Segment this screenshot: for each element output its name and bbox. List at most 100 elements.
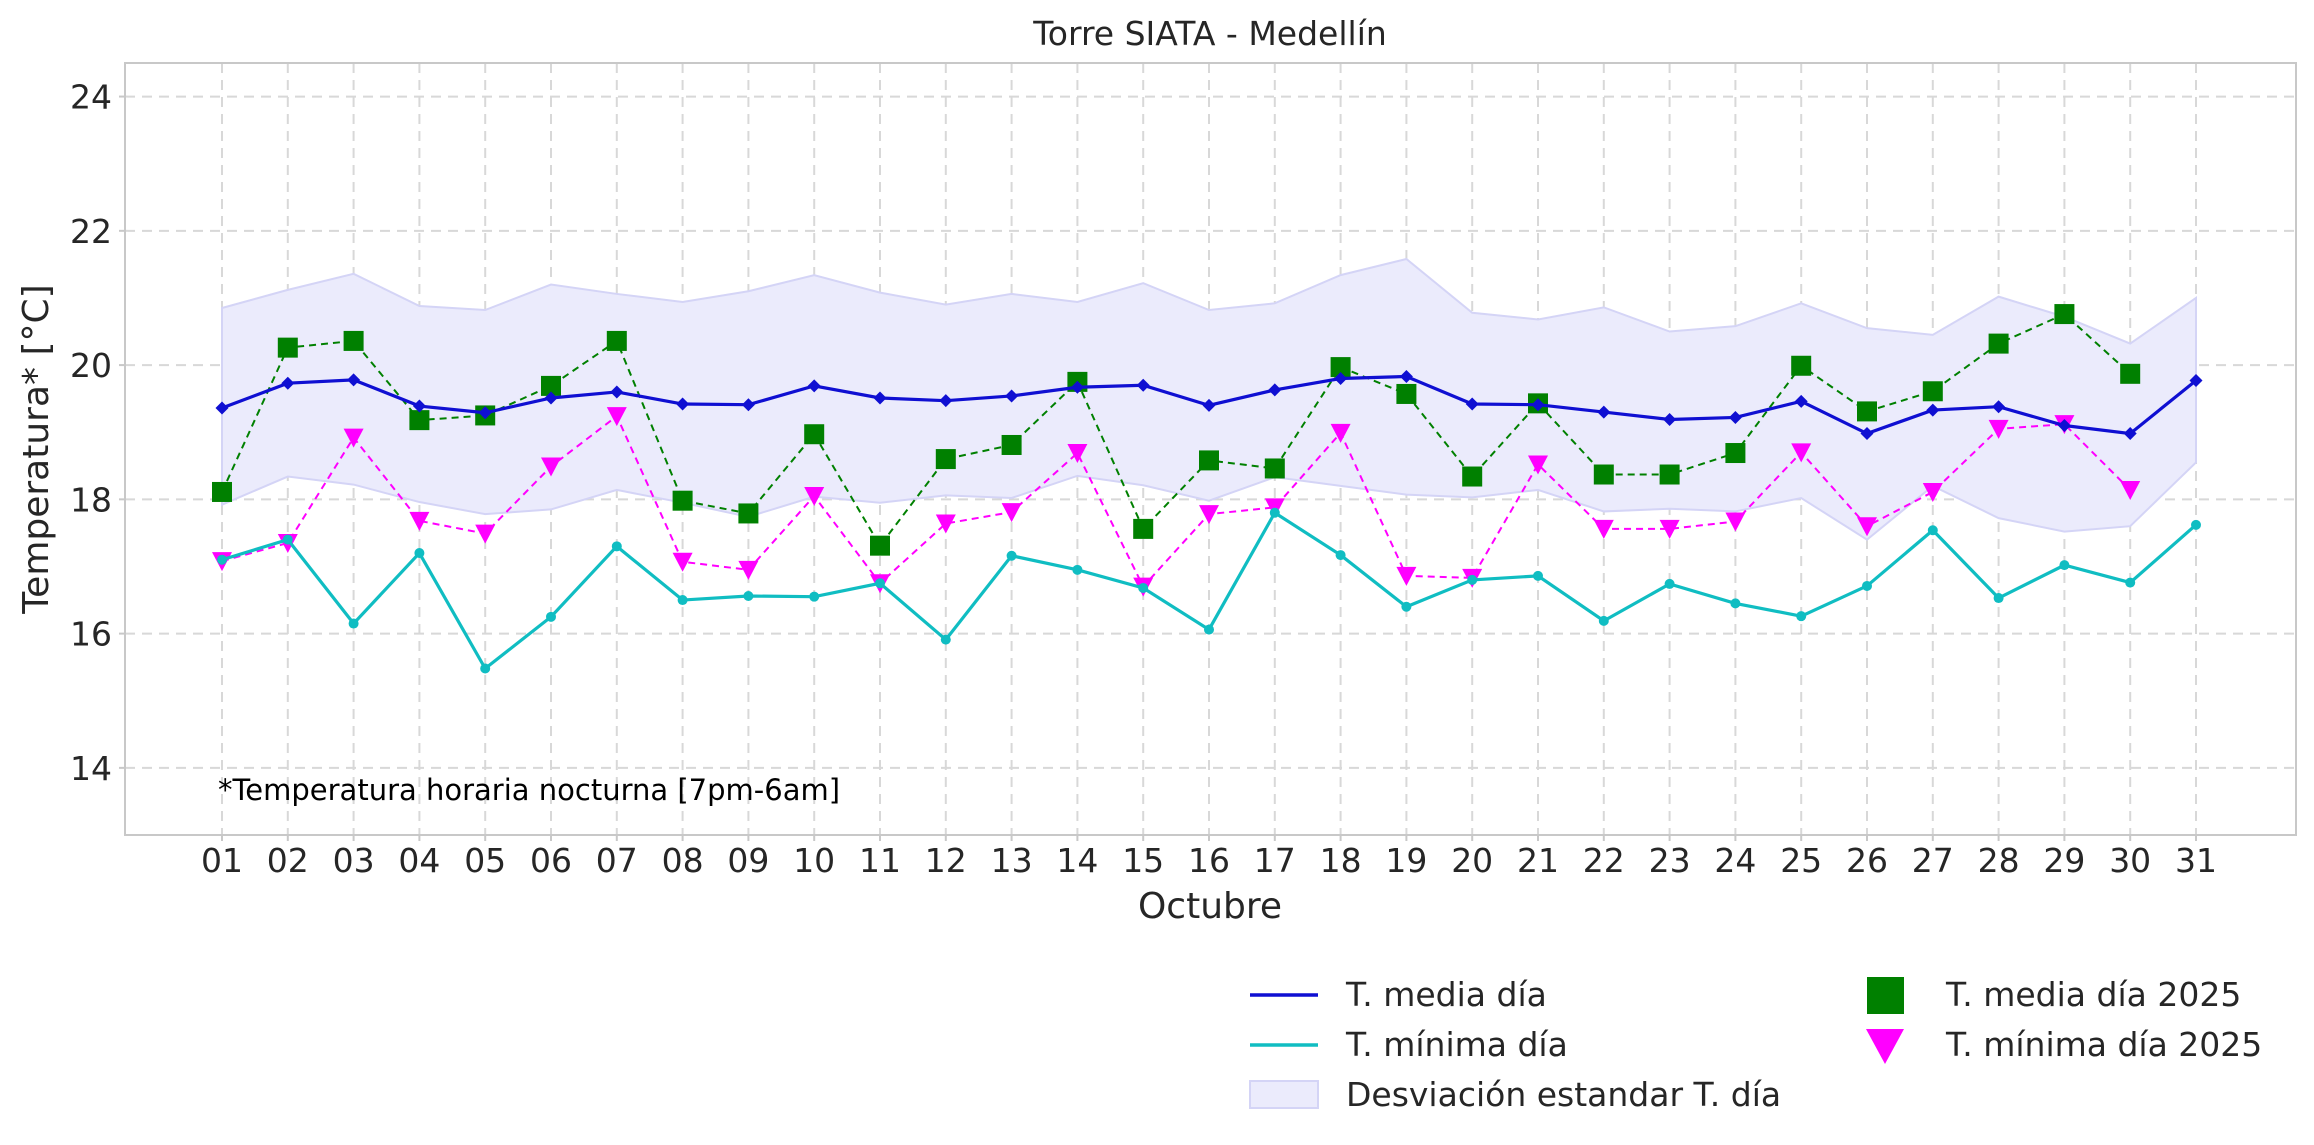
data-point <box>343 330 364 351</box>
data-point <box>1335 550 1346 561</box>
x-tick-label: 03 <box>333 841 375 880</box>
legend: T. media día T. mínima día Desviación es… <box>1249 975 2262 1114</box>
series-square <box>212 304 2141 556</box>
y-tick-label: 22 <box>70 212 112 251</box>
x-tick-label: 21 <box>1517 841 1559 880</box>
data-point <box>1202 398 1216 412</box>
data-point <box>409 410 430 431</box>
data-point <box>414 548 425 559</box>
data-point <box>1133 518 1154 539</box>
data-point <box>1860 427 1874 441</box>
data-point <box>1730 598 1741 609</box>
data-point <box>2120 363 2141 384</box>
data-point <box>1988 333 2009 354</box>
data-point <box>1862 580 1872 591</box>
x-tick-label: 08 <box>662 841 704 880</box>
data-point <box>677 595 688 606</box>
data-point <box>1791 443 1812 463</box>
data-point <box>1001 503 1022 523</box>
x-tick-label: 29 <box>2043 841 2085 880</box>
y-tick-label: 18 <box>70 480 112 519</box>
x-tick-label: 18 <box>1320 841 1362 880</box>
data-point <box>282 534 293 545</box>
x-tick-label: 16 <box>1188 841 1230 880</box>
data-point <box>1269 507 1280 518</box>
data-point <box>606 407 627 427</box>
data-point <box>217 554 227 565</box>
data-point <box>546 611 556 622</box>
series-layer <box>212 304 2203 674</box>
x-tick-label: 13 <box>991 841 1033 880</box>
data-point <box>1725 512 1746 532</box>
data-point <box>1993 593 2004 604</box>
data-point <box>804 486 825 506</box>
data-point <box>1330 423 1351 443</box>
x-tick-label: 01 <box>201 841 243 880</box>
data-point <box>1467 574 1478 585</box>
data-point <box>1531 398 1545 412</box>
data-point <box>2123 427 2137 441</box>
x-tick-label: 09 <box>727 841 769 880</box>
data-point <box>1528 455 1548 475</box>
data-point <box>1728 410 1742 424</box>
x-tick-labels: 01 02 03 04 05 06 07 08 09 10 11 12 13 14 15 16 17 18 19 20… <box>201 835 2217 880</box>
x-tick-label: 06 <box>530 841 572 880</box>
data-point <box>212 481 232 502</box>
data-point <box>2057 419 2071 433</box>
chart-title: Torre SIATA - Medellín <box>1032 14 1387 53</box>
data-point <box>1593 519 1614 539</box>
data-point <box>676 397 690 411</box>
data-point <box>606 330 627 351</box>
x-tick-label: 28 <box>1978 841 2020 880</box>
data-point <box>940 634 951 645</box>
series-line <box>221 312 2131 548</box>
data-point <box>1465 397 1479 411</box>
data-point <box>939 394 953 408</box>
data-point <box>1330 357 1351 378</box>
data-point <box>1922 482 1943 502</box>
data-point <box>281 376 295 390</box>
x-tick-label: 27 <box>1912 841 1954 880</box>
data-point <box>672 490 693 511</box>
data-point <box>2054 304 2075 325</box>
data-point <box>1794 394 1808 408</box>
night-temperature-note: *Temperatura horaria nocturna [7pm-6am] <box>218 773 840 807</box>
data-point <box>1001 434 1022 455</box>
data-point <box>1664 578 1675 589</box>
data-point <box>409 511 430 531</box>
data-point <box>738 503 759 524</box>
data-point <box>1659 519 1680 539</box>
data-point <box>1462 466 1483 487</box>
data-point <box>1988 419 2009 439</box>
plot-area: *Temperatura horaria nocturna [7pm-6am] <box>124 62 2297 836</box>
data-point <box>1659 464 1680 485</box>
data-point <box>544 391 558 405</box>
x-tick-label: 31 <box>2175 841 2217 880</box>
data-point <box>1663 412 1677 426</box>
data-point <box>1593 464 1614 485</box>
x-tick-label: 15 <box>1122 841 1164 880</box>
legend-item-band: Desviación estandar T. día <box>1249 1075 1781 1114</box>
legend-label-band: Desviación estandar T. día <box>1346 1075 1781 1114</box>
data-point <box>1857 401 1877 422</box>
legend-label-media: T. media día <box>1345 975 1547 1014</box>
data-point <box>870 535 890 556</box>
data-point <box>873 391 887 405</box>
data-point <box>738 560 759 580</box>
x-tick-label: 12 <box>925 841 967 880</box>
legend-item-media-2025: T. media día 2025 <box>1867 975 2241 1014</box>
data-point <box>343 428 364 448</box>
data-point <box>1067 444 1088 464</box>
data-point <box>1396 566 1417 586</box>
data-point <box>1922 381 1943 402</box>
data-point <box>1791 355 1812 376</box>
x-axis-title: Octubre <box>1138 886 1282 927</box>
data-point <box>1796 611 1807 622</box>
data-point <box>541 457 561 477</box>
legend-label-minima-2025: T. mínima día 2025 <box>1945 1025 2262 1064</box>
data-point <box>215 401 229 415</box>
x-tick-label: 23 <box>1649 841 1691 880</box>
y-tick-label: 14 <box>70 749 112 788</box>
y-tick-label: 20 <box>70 346 112 385</box>
